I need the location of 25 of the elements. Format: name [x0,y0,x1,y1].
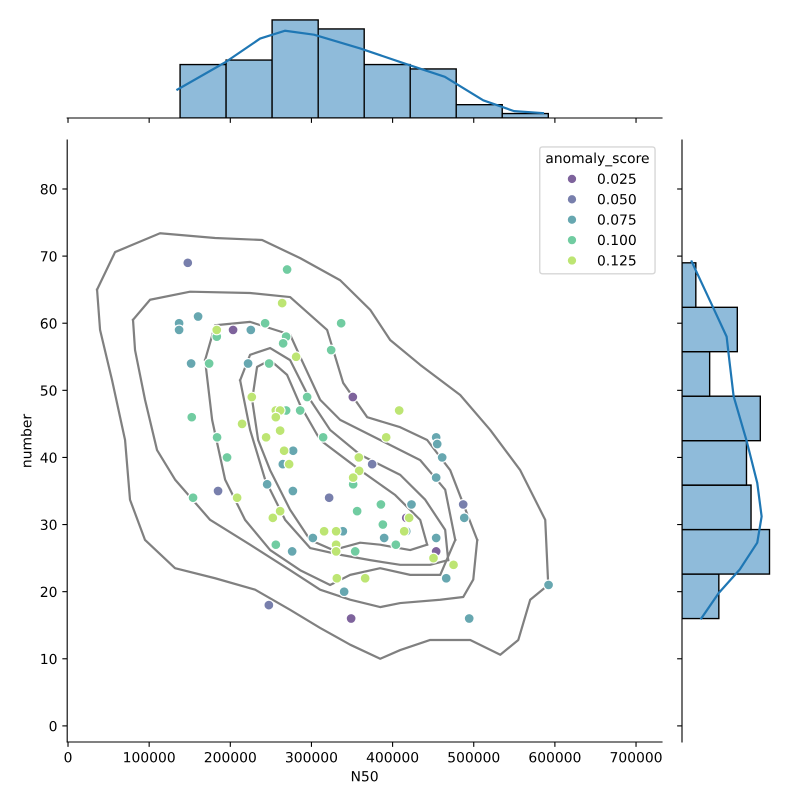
legend-label: 0.025 [598,174,636,184]
y-tick-label: 10 [41,654,57,664]
x-tick-label: 600000 [529,752,580,762]
y-tick-label: 60 [40,318,57,329]
y-tick-label: 0 [50,720,57,732]
y-tick-label: 20 [40,586,57,598]
y-tick-label: 30 [40,520,57,530]
legend-title: anomaly_score [546,152,649,166]
y-tick-label: 40 [40,452,57,463]
y-tick-label: 50 [40,385,57,396]
y-tick-label: 80 [40,184,57,194]
x-tick-label: 300000 [286,752,338,762]
x-tick-label: 0 [64,752,72,762]
legend-label: 0.100 [598,234,636,246]
x-axis-title: N50 [352,770,378,782]
legend-label: 0.075 [598,214,636,225]
legend-label: 0.050 [598,194,636,204]
x-tick-label: 400000 [366,752,418,762]
x-tick-label: 500000 [448,752,500,762]
x-tick-label: 700000 [610,752,662,762]
x-tick-label: 100000 [124,752,175,762]
y-tick-label: 70 [40,251,57,262]
y-axis-title: number [20,414,32,467]
legend-label: 0.125 [598,255,636,266]
x-tick-label: 200000 [204,752,256,762]
